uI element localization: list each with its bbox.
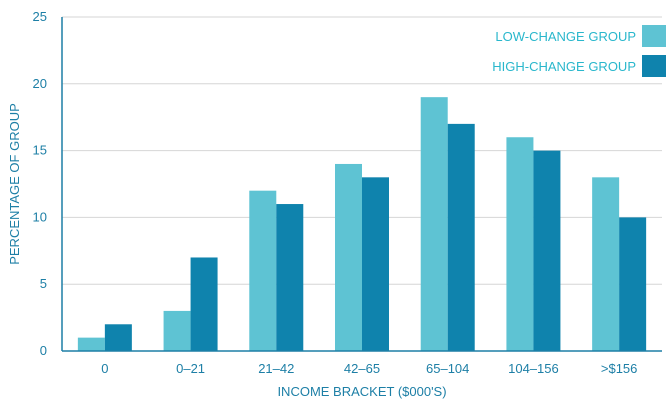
x-tick-label: 0–21 bbox=[176, 361, 205, 376]
bar-low-change-2 bbox=[249, 190, 277, 351]
bar-low-change-3 bbox=[335, 163, 362, 351]
bar-high-change-6 bbox=[619, 217, 647, 351]
x-tick-label: 0 bbox=[101, 361, 108, 376]
legend-swatch-low-change bbox=[642, 25, 666, 47]
bar-high-change-2 bbox=[276, 204, 304, 351]
bar-high-change-4 bbox=[447, 123, 475, 351]
bar-low-change-6 bbox=[592, 177, 620, 351]
y-tick-labels: 0 5 10 15 20 25 bbox=[33, 9, 47, 358]
bar-low-change-5 bbox=[506, 137, 534, 351]
bar-high-change-3 bbox=[362, 177, 389, 351]
bar-high-change-0 bbox=[104, 324, 132, 351]
x-tick-label: 21–42 bbox=[258, 361, 294, 376]
bar-low-change-0 bbox=[77, 337, 105, 351]
x-tick-label: 65–104 bbox=[426, 361, 469, 376]
x-tick-label: 104–156 bbox=[508, 361, 559, 376]
y-axis-title: PERCENTAGE OF GROUP bbox=[7, 103, 22, 265]
y-tick-label: 5 bbox=[40, 276, 47, 291]
bar-low-change-4 bbox=[420, 97, 448, 351]
legend-swatch-high-change bbox=[642, 55, 666, 77]
gridlines bbox=[62, 16, 662, 285]
bar-low-change-1 bbox=[163, 310, 191, 351]
y-tick-label: 10 bbox=[33, 209, 47, 224]
y-tick-label: 0 bbox=[40, 343, 47, 358]
axes bbox=[61, 17, 662, 352]
y-tick-label: 20 bbox=[33, 76, 47, 91]
bars bbox=[77, 97, 647, 351]
x-tick-label: 42–65 bbox=[344, 361, 380, 376]
x-axis-title: INCOME BRACKET ($000'S) bbox=[277, 384, 446, 399]
y-tick-label: 15 bbox=[33, 143, 47, 158]
x-tick-labels: 0 0–21 21–42 42–65 65–104 104–156 >$156 bbox=[101, 361, 637, 376]
legend: LOW-CHANGE GROUP HIGH-CHANGE GROUP bbox=[492, 25, 666, 77]
x-tick-label: >$156 bbox=[601, 361, 638, 376]
bar-high-change-5 bbox=[533, 150, 561, 351]
legend-label-high-change: HIGH-CHANGE GROUP bbox=[492, 59, 636, 74]
bar-high-change-1 bbox=[190, 257, 218, 351]
legend-label-low-change: LOW-CHANGE GROUP bbox=[495, 29, 636, 44]
y-tick-label: 25 bbox=[33, 9, 47, 24]
